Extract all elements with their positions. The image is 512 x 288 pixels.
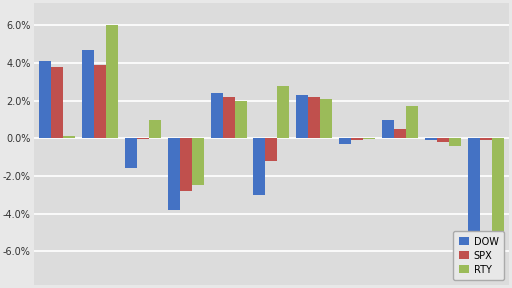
Bar	[106, 25, 118, 138]
Bar	[296, 95, 308, 138]
Bar	[308, 97, 320, 138]
Bar	[382, 120, 394, 138]
Bar	[278, 86, 289, 138]
Bar	[480, 138, 492, 140]
Bar	[320, 99, 332, 138]
Bar	[425, 138, 437, 140]
Bar	[265, 138, 278, 161]
Bar	[234, 101, 247, 138]
Bar	[168, 138, 180, 210]
Legend: DOW, SPX, RTY: DOW, SPX, RTY	[453, 231, 504, 280]
Bar	[449, 138, 461, 146]
Bar	[39, 61, 51, 138]
Bar	[210, 93, 223, 138]
Bar	[51, 67, 63, 138]
Bar	[125, 138, 137, 168]
Bar	[339, 138, 351, 144]
Bar	[223, 97, 234, 138]
Bar	[406, 106, 418, 138]
Bar	[82, 50, 94, 138]
Bar	[191, 138, 204, 185]
Bar	[467, 138, 480, 255]
Bar	[492, 138, 504, 255]
Bar	[253, 138, 265, 195]
Bar	[351, 138, 363, 140]
Bar	[394, 129, 406, 138]
Bar	[363, 138, 375, 139]
Bar	[149, 120, 161, 138]
Bar	[437, 138, 449, 142]
Bar	[180, 138, 191, 191]
Bar	[137, 138, 149, 139]
Bar	[63, 137, 75, 138]
Bar	[94, 65, 106, 138]
